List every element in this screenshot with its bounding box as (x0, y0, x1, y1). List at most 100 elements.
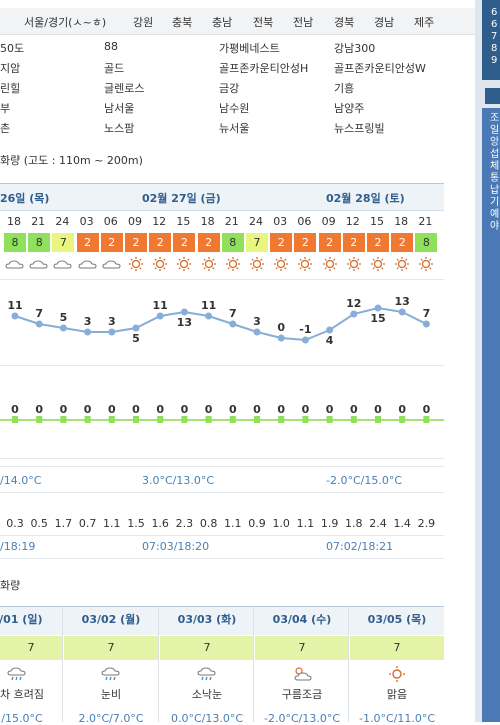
weekly-description: 맑음 (386, 688, 408, 701)
region-tab-jeju[interactable]: 제주 (414, 16, 435, 29)
course-link[interactable]: 50도 (0, 42, 25, 55)
precipitation-bar (108, 416, 115, 423)
temperature-point (326, 326, 334, 334)
course-link[interactable]: 린힐 (0, 82, 21, 95)
temperature-point (180, 308, 188, 316)
column-divider (158, 606, 159, 722)
weekly-date: 03/03 (화) (177, 613, 237, 626)
precipitation-bar (278, 416, 285, 423)
min-max-temp: /14.0°C (0, 474, 42, 487)
region-tab-jeonnam[interactable]: 전남 (293, 16, 314, 29)
hour-label: 15 (370, 215, 384, 228)
sun-icon (245, 256, 269, 272)
region-tab-chungnam[interactable]: 충남 (212, 16, 233, 29)
right-sidebar-text: 기 (490, 197, 500, 208)
temperature-label: 12 (346, 297, 361, 310)
course-link[interactable]: 남수원 (219, 102, 250, 115)
precipitation-label: 0 (398, 403, 406, 416)
cloud-moon-icon (76, 256, 100, 272)
sunrise-sunset: /18:19 (0, 540, 36, 553)
precipitation-label: 0 (374, 403, 382, 416)
course-link[interactable]: 금강 (219, 82, 240, 95)
temperature-label: 7 (35, 307, 43, 320)
precipitation-bar (375, 416, 381, 423)
precipitation-label: 0 (35, 403, 43, 416)
course-link[interactable]: 뉴서울 (219, 122, 250, 135)
uv-value: 1.8 (345, 517, 363, 530)
course-link[interactable]: 부 (0, 102, 11, 115)
temperature-point (398, 308, 406, 316)
precipitation-label: 0 (326, 403, 334, 416)
course-link[interactable]: 글렌로스 (104, 82, 145, 95)
course-link[interactable]: 노스팜 (104, 122, 135, 135)
region-tab-gangwon[interactable]: 강원 (133, 16, 154, 29)
region-tab-chungbuk[interactable]: 충북 (172, 16, 193, 29)
min-max-temp: -2.0°C/15.0°C (326, 474, 403, 487)
precipitation-label: 0 (350, 403, 358, 416)
weekly-description: 차 흐려짐 (0, 688, 44, 701)
hour-label: 03 (273, 215, 288, 228)
right-sidebar-text: 7 (491, 31, 498, 42)
course-link[interactable]: 기흥 (334, 82, 355, 95)
weekly-date: 03/05 (목) (367, 613, 427, 626)
right-sidebar-top-panel (482, 0, 500, 80)
hourly-index-cell: 8 (28, 233, 51, 252)
precipitation-bar (60, 416, 67, 423)
column-divider (253, 606, 254, 722)
snow-shower-icon (195, 664, 219, 684)
hourly-index-cell: 8 (221, 233, 244, 252)
hourly-index-cell: 2 (367, 233, 389, 252)
precipitation-bar (399, 416, 406, 423)
region-tab-seoul[interactable]: 서울/경기(ㅅ~ㅎ) (24, 16, 107, 29)
hourly-index-cell: 2 (125, 233, 147, 252)
precipitation-label: 0 (205, 403, 213, 416)
right-sidebar-text: 6 (491, 19, 498, 30)
course-link[interactable]: 지암 (0, 62, 21, 75)
temperature-line (14, 306, 427, 342)
region-tab-gyeongbuk[interactable]: 경북 (334, 16, 355, 29)
precipitation-bar (12, 416, 18, 423)
hour-label: 06 (103, 215, 118, 228)
region-tab-jeonbuk[interactable]: 전북 (253, 16, 274, 29)
course-link[interactable]: 골프존카운티안성H (219, 62, 309, 75)
precipitation-bar (229, 416, 236, 423)
course-link[interactable]: 촌 (0, 122, 11, 135)
weekly-date: 03/04 (수) (272, 613, 332, 626)
uv-value: 1.1 (224, 517, 242, 530)
hourly-index-cell: 2 (76, 233, 99, 252)
course-link[interactable]: 뉴스프링빌 (334, 122, 385, 135)
date-label: 26일 (목) (0, 192, 50, 205)
right-sidebar-text: 납 (490, 185, 500, 196)
date-label: 02월 27일 (금) (142, 192, 221, 205)
right-sidebar-text: 9 (491, 55, 498, 66)
right-sidebar-tab[interactable] (485, 88, 500, 104)
temperature-point (374, 304, 382, 312)
course-link[interactable]: 88 (104, 40, 118, 53)
course-link[interactable]: 골드 (104, 62, 125, 75)
uv-value: 1.0 (272, 517, 290, 530)
course-link[interactable]: 남서울 (104, 102, 135, 115)
sun-icon (269, 256, 293, 272)
hourly-index-cell: 2 (173, 233, 196, 252)
min-max-temp: 3.0°C/13.0°C (142, 474, 215, 487)
hour-label: 15 (176, 215, 191, 228)
precipitation-label: 0 (423, 403, 431, 416)
region-tab-gyeongnam[interactable]: 경남 (374, 16, 395, 29)
course-link[interactable]: 가평베네스트 (219, 42, 280, 55)
weekly-description: 눈비 (100, 688, 122, 701)
column-divider (348, 606, 349, 722)
hour-label: 18 (394, 215, 409, 228)
temperature-label: 13 (395, 295, 410, 308)
temperature-point (277, 334, 285, 342)
uv-value: 0.3 (6, 517, 24, 530)
course-link[interactable]: 남양주 (334, 102, 365, 115)
sun-icon (414, 256, 438, 272)
weekly-temp: -2.0°C/13.0°C (263, 712, 341, 725)
weekly-temp: 2.0°C/7.0°C (78, 712, 144, 725)
right-sidebar-text: 일 (490, 125, 500, 136)
sun-icon (172, 256, 196, 272)
uv-value: 1.4 (393, 517, 411, 530)
hourly-index-cell: 2 (391, 233, 414, 252)
course-link[interactable]: 골프존카운티안성W (334, 62, 426, 75)
course-link[interactable]: 강남300 (334, 42, 376, 55)
